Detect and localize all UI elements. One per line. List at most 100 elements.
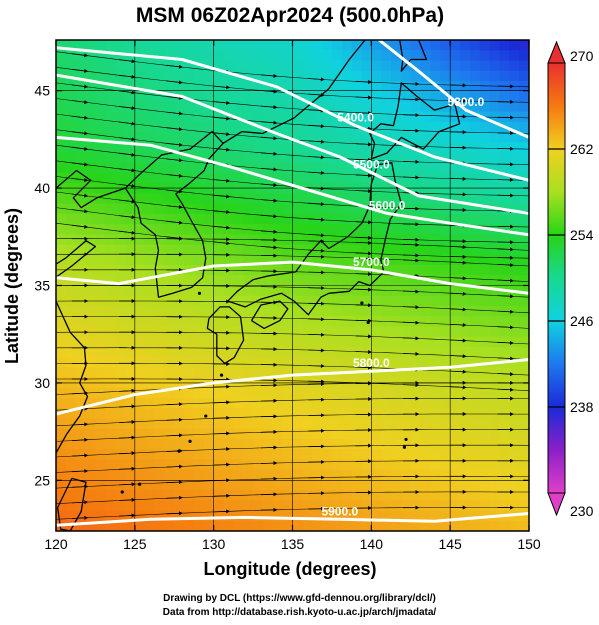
contour-label-5800.0: 5800.0 bbox=[353, 356, 390, 370]
flow-arrow bbox=[213, 225, 231, 230]
coastline-segment bbox=[222, 40, 366, 144]
streamlines bbox=[56, 51, 529, 520]
flow-arrow bbox=[166, 220, 183, 225]
flow-arrow bbox=[71, 484, 89, 489]
y-tick-label-40: 40 bbox=[34, 180, 50, 196]
flow-arrow bbox=[213, 478, 231, 483]
flow-arrow bbox=[213, 509, 231, 514]
flow-arrow bbox=[308, 202, 325, 207]
flow-arrow bbox=[355, 381, 373, 386]
flow-arrow bbox=[497, 309, 514, 314]
island-marker bbox=[402, 445, 407, 449]
coastline-segment bbox=[369, 82, 461, 160]
x-tick-label-135: 135 bbox=[281, 536, 305, 552]
flow-arrow bbox=[119, 137, 136, 142]
flow-arrow bbox=[260, 151, 278, 156]
colorbar-label-270: 270 bbox=[570, 48, 594, 64]
flow-arrow bbox=[308, 170, 325, 175]
flow-arrow bbox=[402, 128, 420, 133]
y-tick-label-35: 35 bbox=[34, 278, 50, 294]
flow-arrow bbox=[402, 253, 420, 258]
colorbar-gradient bbox=[547, 62, 566, 494]
flow-arrow bbox=[497, 325, 514, 330]
coastline-segment bbox=[56, 169, 126, 209]
flow-arrow bbox=[119, 419, 136, 424]
colorbar-max-triangle bbox=[547, 40, 566, 64]
flow-arrow bbox=[71, 178, 89, 182]
flow-arrow bbox=[119, 152, 136, 157]
flow-arrow bbox=[166, 402, 183, 407]
flow-arrow bbox=[119, 106, 136, 111]
flow-arrow bbox=[308, 332, 325, 337]
contour-line-5900.0 bbox=[56, 512, 529, 527]
contour-line-5300.0 bbox=[378, 40, 529, 139]
flow-arrow bbox=[355, 142, 373, 147]
contour-line-5600.0 bbox=[56, 135, 529, 237]
contour-line-5700.0 bbox=[56, 260, 529, 295]
flow-arrow bbox=[71, 224, 89, 229]
flow-arrow bbox=[71, 515, 89, 520]
flow-arrow bbox=[450, 369, 467, 374]
contour-line-5400.0 bbox=[56, 46, 529, 182]
flow-arrow bbox=[402, 351, 420, 356]
contour-label-5300.0: 5300.0 bbox=[448, 95, 485, 109]
flow-arrow bbox=[402, 289, 420, 294]
flow-arrow bbox=[119, 482, 136, 487]
flow-arrow bbox=[166, 111, 183, 116]
flow-arrow bbox=[213, 85, 231, 90]
plot-area: 5300.0 5400.0 5500.0 5600.0 5700.0 5800.0 5900… bbox=[55, 39, 530, 532]
flow-arrow bbox=[213, 132, 231, 137]
height-contours: 5300.0 5400.0 5500.0 5600.0 5700.0 5800.0 5900… bbox=[56, 40, 529, 527]
flow-arrow bbox=[260, 476, 278, 481]
flow-arrow bbox=[260, 167, 278, 172]
flow-arrow bbox=[260, 214, 278, 219]
flow-arrow bbox=[71, 53, 89, 58]
colorbar-label-238: 238 bbox=[570, 399, 594, 415]
flow-arrow bbox=[497, 356, 514, 361]
flow-arrow bbox=[450, 291, 467, 296]
x-tick-label-150: 150 bbox=[517, 536, 541, 552]
flow-arrow bbox=[119, 183, 136, 188]
flow-arrow bbox=[497, 340, 514, 345]
flow-arrow bbox=[260, 89, 278, 94]
flow-arrow bbox=[119, 74, 136, 79]
flow-arrow bbox=[166, 205, 183, 210]
flow-arrow bbox=[166, 511, 183, 516]
contour-label-5900.0: 5900.0 bbox=[321, 504, 358, 518]
island-marker bbox=[204, 414, 208, 418]
flow-arrow bbox=[402, 159, 420, 164]
flow-arrow bbox=[355, 251, 373, 256]
flow-arrow bbox=[308, 124, 325, 129]
colorbar: 270 262 254 246 238 230 bbox=[547, 40, 594, 519]
flow-arrow bbox=[355, 365, 373, 370]
island-marker bbox=[188, 439, 192, 443]
flow-arrow bbox=[450, 354, 467, 359]
flow-arrow bbox=[260, 136, 278, 141]
x-tick-label-130: 130 bbox=[202, 536, 226, 552]
flow-arrow bbox=[402, 305, 420, 310]
flow-arrow bbox=[355, 303, 373, 308]
flow-arrow bbox=[119, 230, 136, 235]
flow-arrow bbox=[71, 391, 89, 396]
flow-arrow bbox=[497, 247, 514, 252]
flow-arrow bbox=[213, 493, 231, 498]
flow-arrow bbox=[71, 100, 89, 105]
contour-line-5800.0 bbox=[56, 358, 529, 416]
coastline-segment bbox=[250, 300, 289, 330]
flow-arrow bbox=[308, 186, 325, 191]
y-axis-label: Latitude (degrees) bbox=[2, 208, 22, 364]
flow-arrow bbox=[119, 466, 136, 471]
island-marker bbox=[360, 301, 364, 305]
flow-arrow bbox=[166, 158, 183, 163]
flow-arrow bbox=[213, 116, 231, 121]
flow-arrow bbox=[450, 322, 467, 327]
flow-arrow bbox=[355, 287, 373, 292]
flow-arrow bbox=[213, 384, 231, 389]
flow-arrow bbox=[71, 193, 89, 198]
flow-arrow bbox=[119, 388, 136, 393]
flow-arrow bbox=[119, 435, 136, 440]
x-axis: 120 125 130 135 140 145 150 bbox=[44, 40, 541, 552]
flow-arrow bbox=[260, 120, 278, 125]
flow-arrow bbox=[355, 80, 373, 85]
flow-arrow bbox=[213, 194, 231, 199]
